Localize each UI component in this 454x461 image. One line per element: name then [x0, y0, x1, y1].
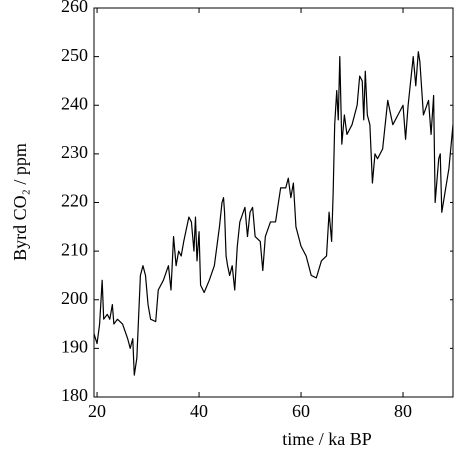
plot-frame — [93, 7, 454, 398]
y-tick-label: 190 — [61, 337, 88, 357]
x-tick-label: 80 — [394, 401, 412, 421]
x-tick-label: 60 — [292, 401, 310, 421]
y-tick-label: 240 — [61, 93, 88, 113]
x-axis-label: time / ka BP — [282, 429, 372, 449]
y-tick-label: 180 — [61, 385, 88, 405]
y-tick-label: 220 — [61, 191, 88, 211]
y-tick-label: 210 — [61, 239, 88, 259]
y-axis-label: Byrd CO₂ / ppm — [10, 143, 30, 261]
y-tick-label: 250 — [61, 45, 88, 65]
y-tick-label: 200 — [61, 288, 88, 308]
y-tick-label: 230 — [61, 142, 88, 162]
data-line — [93, 51, 454, 376]
x-tick-label: 20 — [88, 401, 106, 421]
y-tick-label: 260 — [61, 0, 88, 16]
x-tick-label: 40 — [190, 401, 208, 421]
